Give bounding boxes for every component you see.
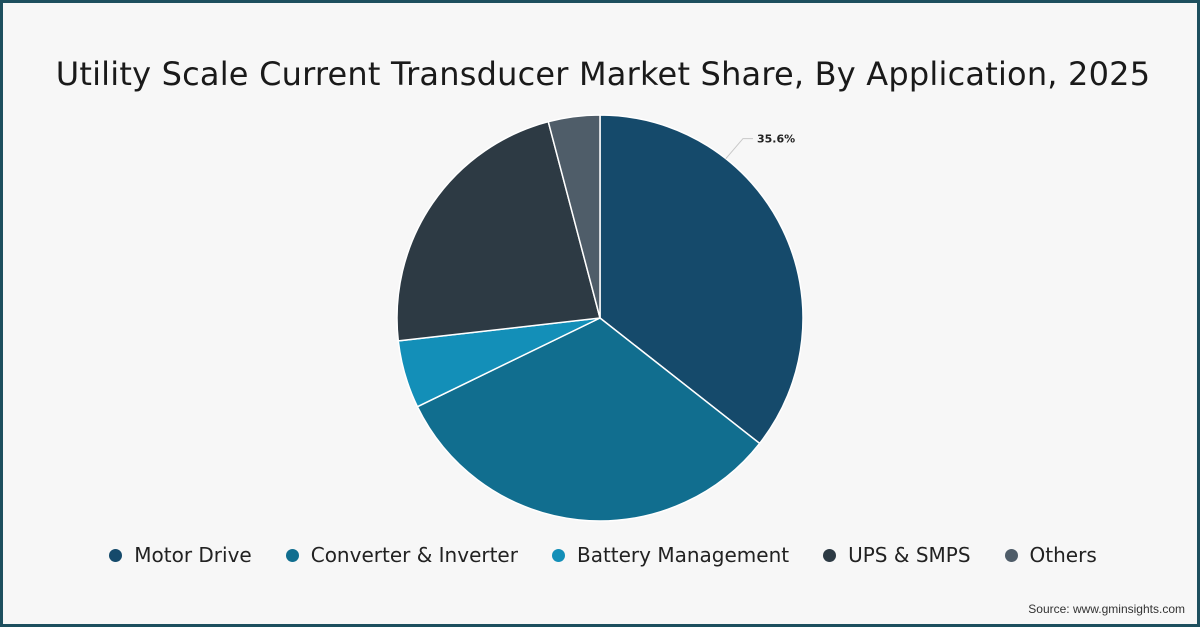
data-label-leader-motor-drive (725, 138, 753, 160)
legend-item-ups-and-smps: UPS & SMPS (823, 543, 971, 567)
chart-legend: Motor Drive Converter & Inverter Battery M… (3, 543, 1200, 567)
legend-item-others: Others (1004, 543, 1097, 567)
legend-label-ups-and-smps: UPS & SMPS (848, 543, 971, 567)
legend-swatch-converter-and-inverter (285, 548, 299, 562)
legend-swatch-battery-management (551, 548, 565, 562)
legend-swatch-motor-drive (109, 548, 123, 562)
legend-label-battery-management: Battery Management (576, 543, 790, 567)
legend-label-converter-and-inverter: Converter & Inverter (310, 543, 518, 567)
legend-item-motor-drive: Motor Drive (109, 543, 252, 567)
legend-item-converter-and-inverter: Converter & Inverter (285, 543, 518, 567)
source-note: Source: www.gminsights.com (1028, 602, 1185, 616)
pie-chart: 35.6% (396, 114, 804, 522)
legend-swatch-ups-and-smps (823, 548, 837, 562)
pie-slice-others (547, 114, 601, 319)
legend-item-battery-management: Battery Management (551, 543, 790, 567)
legend-label-motor-drive: Motor Drive (134, 543, 252, 567)
legend-label-others: Others (1029, 543, 1097, 567)
chart-title: Utility Scale Current Transducer Market … (55, 55, 1151, 93)
pie-slice-motor-drive (599, 114, 804, 445)
pie-slice-ups-and-smps (396, 120, 601, 342)
legend-swatch-others (1004, 548, 1018, 562)
data-label-motor-drive: 35.6% (757, 133, 795, 146)
pie-slice-converter-and-inverter (416, 317, 761, 522)
